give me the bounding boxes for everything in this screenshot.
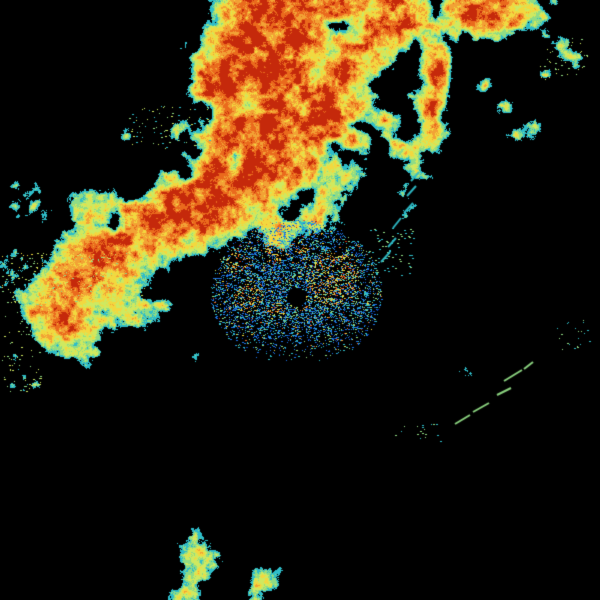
radar-reflectivity-canvas [0, 0, 600, 600]
radar-display [0, 0, 600, 600]
